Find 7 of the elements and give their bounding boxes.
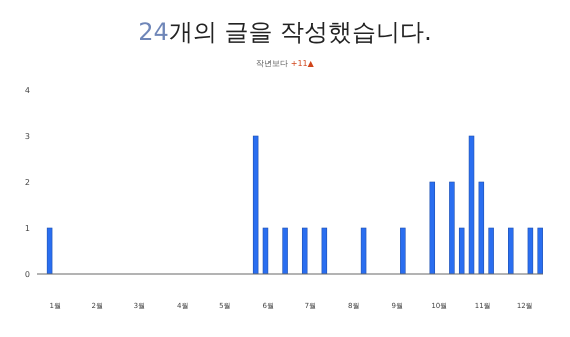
chart-title: 24개의 글을 작성했습니다.	[138, 18, 432, 46]
y-tick-label: 0	[24, 270, 30, 279]
y-tick-label: 2	[24, 178, 30, 187]
y-tick-label: 1	[24, 224, 30, 233]
y-tick-label: 3	[24, 132, 30, 141]
y-tick-label: 4	[24, 86, 30, 95]
chart-subtitle: 작년보다 +11▲	[256, 59, 315, 68]
